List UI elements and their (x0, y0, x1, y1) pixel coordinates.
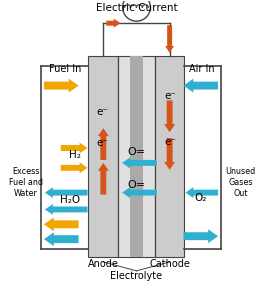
Text: H₂O: H₂O (60, 194, 81, 205)
Polygon shape (61, 142, 88, 154)
Text: Cathode: Cathode (149, 259, 190, 269)
Polygon shape (45, 204, 88, 215)
Polygon shape (186, 187, 218, 198)
Polygon shape (44, 218, 78, 231)
Text: O=: O= (127, 180, 146, 190)
Polygon shape (164, 100, 175, 132)
Polygon shape (183, 79, 218, 92)
Text: Air In: Air In (190, 64, 215, 74)
Polygon shape (98, 163, 109, 195)
Text: Unused
Gases
Out: Unused Gases Out (226, 167, 256, 198)
Text: e⁻: e⁻ (165, 91, 176, 100)
Text: H₂: H₂ (69, 150, 81, 160)
Text: Fuel In: Fuel In (49, 64, 81, 74)
Text: e⁻: e⁻ (165, 137, 176, 147)
Polygon shape (61, 162, 88, 173)
Polygon shape (44, 232, 78, 246)
Bar (88, 56, 118, 257)
Text: Electric Current: Electric Current (96, 3, 177, 14)
Text: Electrolyte: Electrolyte (111, 271, 163, 281)
Text: e⁻: e⁻ (96, 138, 108, 148)
Polygon shape (98, 128, 109, 160)
Text: e⁻: e⁻ (96, 107, 108, 117)
Polygon shape (106, 19, 121, 28)
Polygon shape (122, 158, 157, 168)
Polygon shape (165, 25, 174, 53)
Polygon shape (122, 187, 157, 198)
Polygon shape (183, 229, 218, 243)
Polygon shape (45, 187, 88, 198)
Bar (130, 56, 143, 257)
Text: O=: O= (127, 147, 146, 157)
Text: O₂: O₂ (194, 193, 207, 202)
Polygon shape (164, 138, 175, 170)
Bar (155, 56, 184, 257)
Text: Excess
Fuel and
Water: Excess Fuel and Water (9, 167, 43, 198)
Bar (118, 56, 155, 257)
Polygon shape (44, 79, 78, 92)
Text: Anode: Anode (88, 259, 119, 269)
